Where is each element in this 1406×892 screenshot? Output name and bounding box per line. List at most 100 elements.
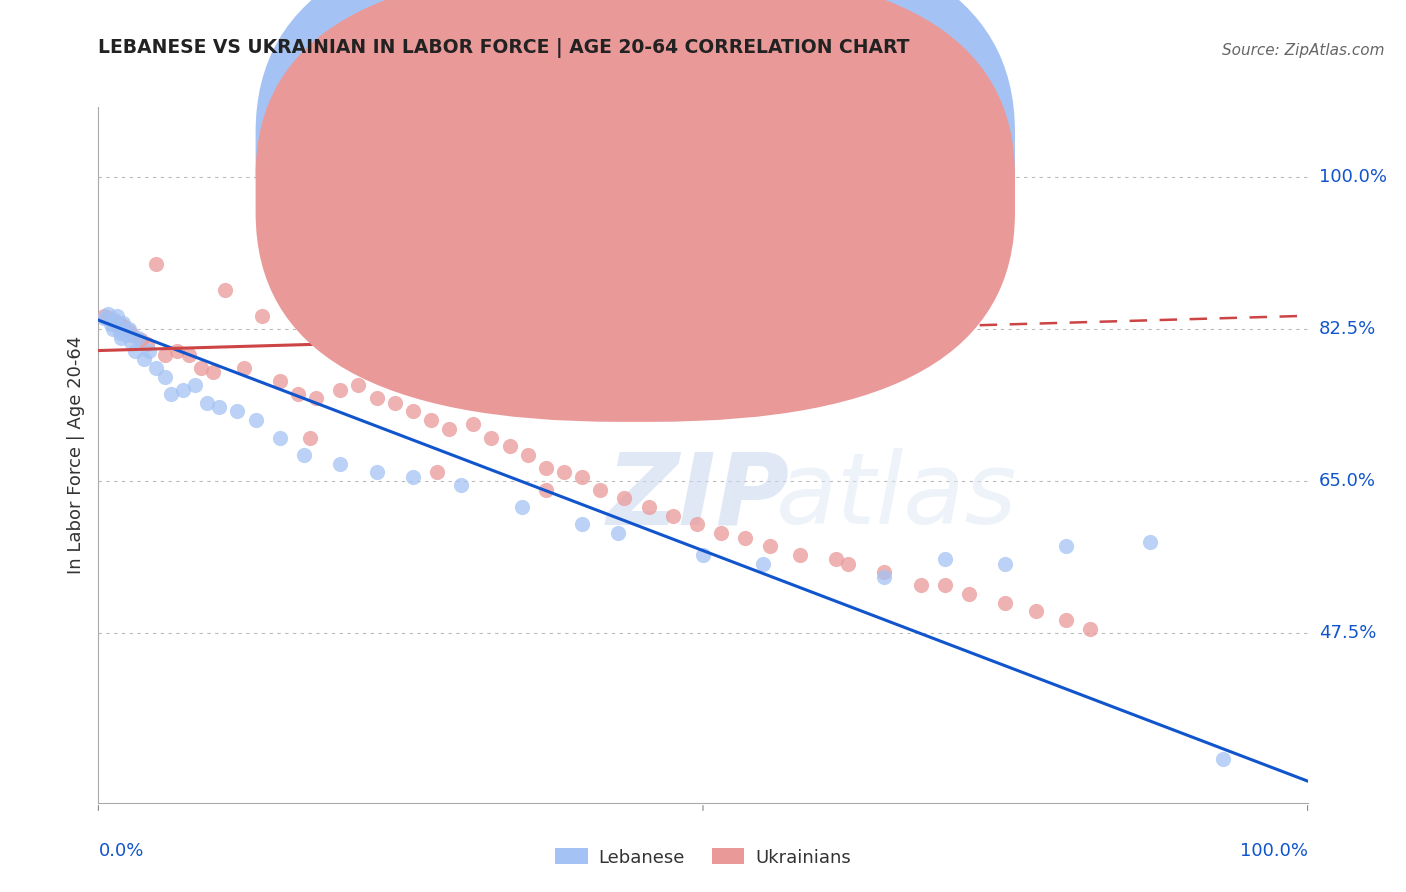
Point: [97, 310, 120, 325]
Point: [534, 483, 557, 497]
Point: [1024, 605, 1046, 619]
Point: [686, 517, 709, 532]
Point: [1139, 535, 1161, 549]
Point: [184, 378, 207, 392]
Point: [347, 378, 370, 392]
Point: [910, 578, 932, 592]
Point: [124, 343, 146, 358]
Point: [613, 491, 636, 506]
Point: [153, 348, 176, 362]
Point: [589, 483, 612, 497]
Point: [190, 360, 212, 375]
Point: [269, 431, 291, 445]
Text: 82.5%: 82.5%: [1319, 320, 1376, 338]
Point: [734, 531, 756, 545]
Point: [692, 548, 714, 562]
Text: ZIP: ZIP: [606, 448, 789, 545]
Text: R =  0.045   N = 59: R = 0.045 N = 59: [671, 185, 877, 203]
Point: [994, 557, 1017, 571]
Point: [153, 369, 176, 384]
Point: [571, 469, 593, 483]
Point: [195, 396, 218, 410]
Point: [138, 343, 160, 358]
Point: [292, 448, 315, 462]
Point: [1054, 613, 1077, 627]
FancyBboxPatch shape: [256, 0, 1015, 422]
Point: [101, 322, 124, 336]
Point: [100, 318, 122, 332]
Point: [825, 552, 848, 566]
Point: [553, 466, 575, 480]
Point: [825, 169, 848, 184]
Point: [115, 327, 138, 342]
FancyBboxPatch shape: [588, 118, 908, 232]
Point: [111, 316, 134, 330]
Point: [420, 413, 443, 427]
Point: [510, 500, 533, 514]
Point: [118, 322, 141, 336]
Point: [450, 478, 472, 492]
Point: [789, 548, 811, 562]
Point: [1212, 752, 1234, 766]
Point: [710, 526, 733, 541]
Point: [111, 319, 134, 334]
Legend: Lebanese, Ukrainians: Lebanese, Ukrainians: [548, 841, 858, 874]
Point: [873, 566, 896, 580]
Point: [298, 431, 321, 445]
Point: [250, 309, 273, 323]
Point: [127, 330, 149, 344]
Point: [957, 587, 980, 601]
FancyBboxPatch shape: [256, 0, 1015, 379]
Point: [108, 326, 131, 341]
Point: [100, 313, 122, 327]
Point: [498, 439, 520, 453]
Text: 100.0%: 100.0%: [1319, 168, 1386, 186]
Point: [166, 343, 188, 358]
Point: [384, 396, 406, 410]
Point: [758, 539, 780, 553]
Point: [107, 319, 129, 334]
Point: [114, 325, 136, 339]
Point: [571, 517, 593, 532]
Point: [226, 404, 249, 418]
Y-axis label: In Labor Force | Age 20-64: In Labor Force | Age 20-64: [66, 335, 84, 574]
Point: [134, 352, 156, 367]
Point: [366, 466, 388, 480]
Text: LEBANESE VS UKRAINIAN IN LABOR FORCE | AGE 20-64 CORRELATION CHART: LEBANESE VS UKRAINIAN IN LABOR FORCE | A…: [98, 38, 910, 58]
Point: [105, 309, 128, 323]
Point: [105, 316, 128, 330]
Point: [93, 309, 115, 323]
Point: [463, 417, 485, 432]
Point: [637, 500, 659, 514]
Point: [402, 404, 425, 418]
Text: 100.0%: 100.0%: [1240, 842, 1308, 860]
Point: [129, 333, 152, 347]
Point: [661, 508, 683, 523]
Point: [305, 392, 328, 406]
Point: [426, 466, 449, 480]
Point: [208, 400, 231, 414]
Point: [287, 387, 309, 401]
Point: [145, 360, 167, 375]
Point: [837, 557, 859, 571]
Text: 0.0%: 0.0%: [98, 842, 143, 860]
Point: [607, 526, 630, 541]
Text: atlas: atlas: [776, 448, 1017, 545]
Point: [934, 552, 956, 566]
Point: [269, 374, 291, 388]
Point: [534, 461, 557, 475]
Point: [232, 360, 254, 375]
Point: [177, 348, 201, 362]
Point: [214, 283, 236, 297]
Point: [402, 469, 425, 483]
Text: 47.5%: 47.5%: [1319, 624, 1376, 642]
Point: [160, 387, 183, 401]
Point: [108, 318, 131, 332]
Point: [994, 596, 1017, 610]
Point: [329, 383, 352, 397]
Point: [437, 422, 460, 436]
Point: [873, 570, 896, 584]
Text: 65.0%: 65.0%: [1319, 472, 1375, 490]
Point: [135, 336, 157, 351]
Point: [329, 457, 352, 471]
